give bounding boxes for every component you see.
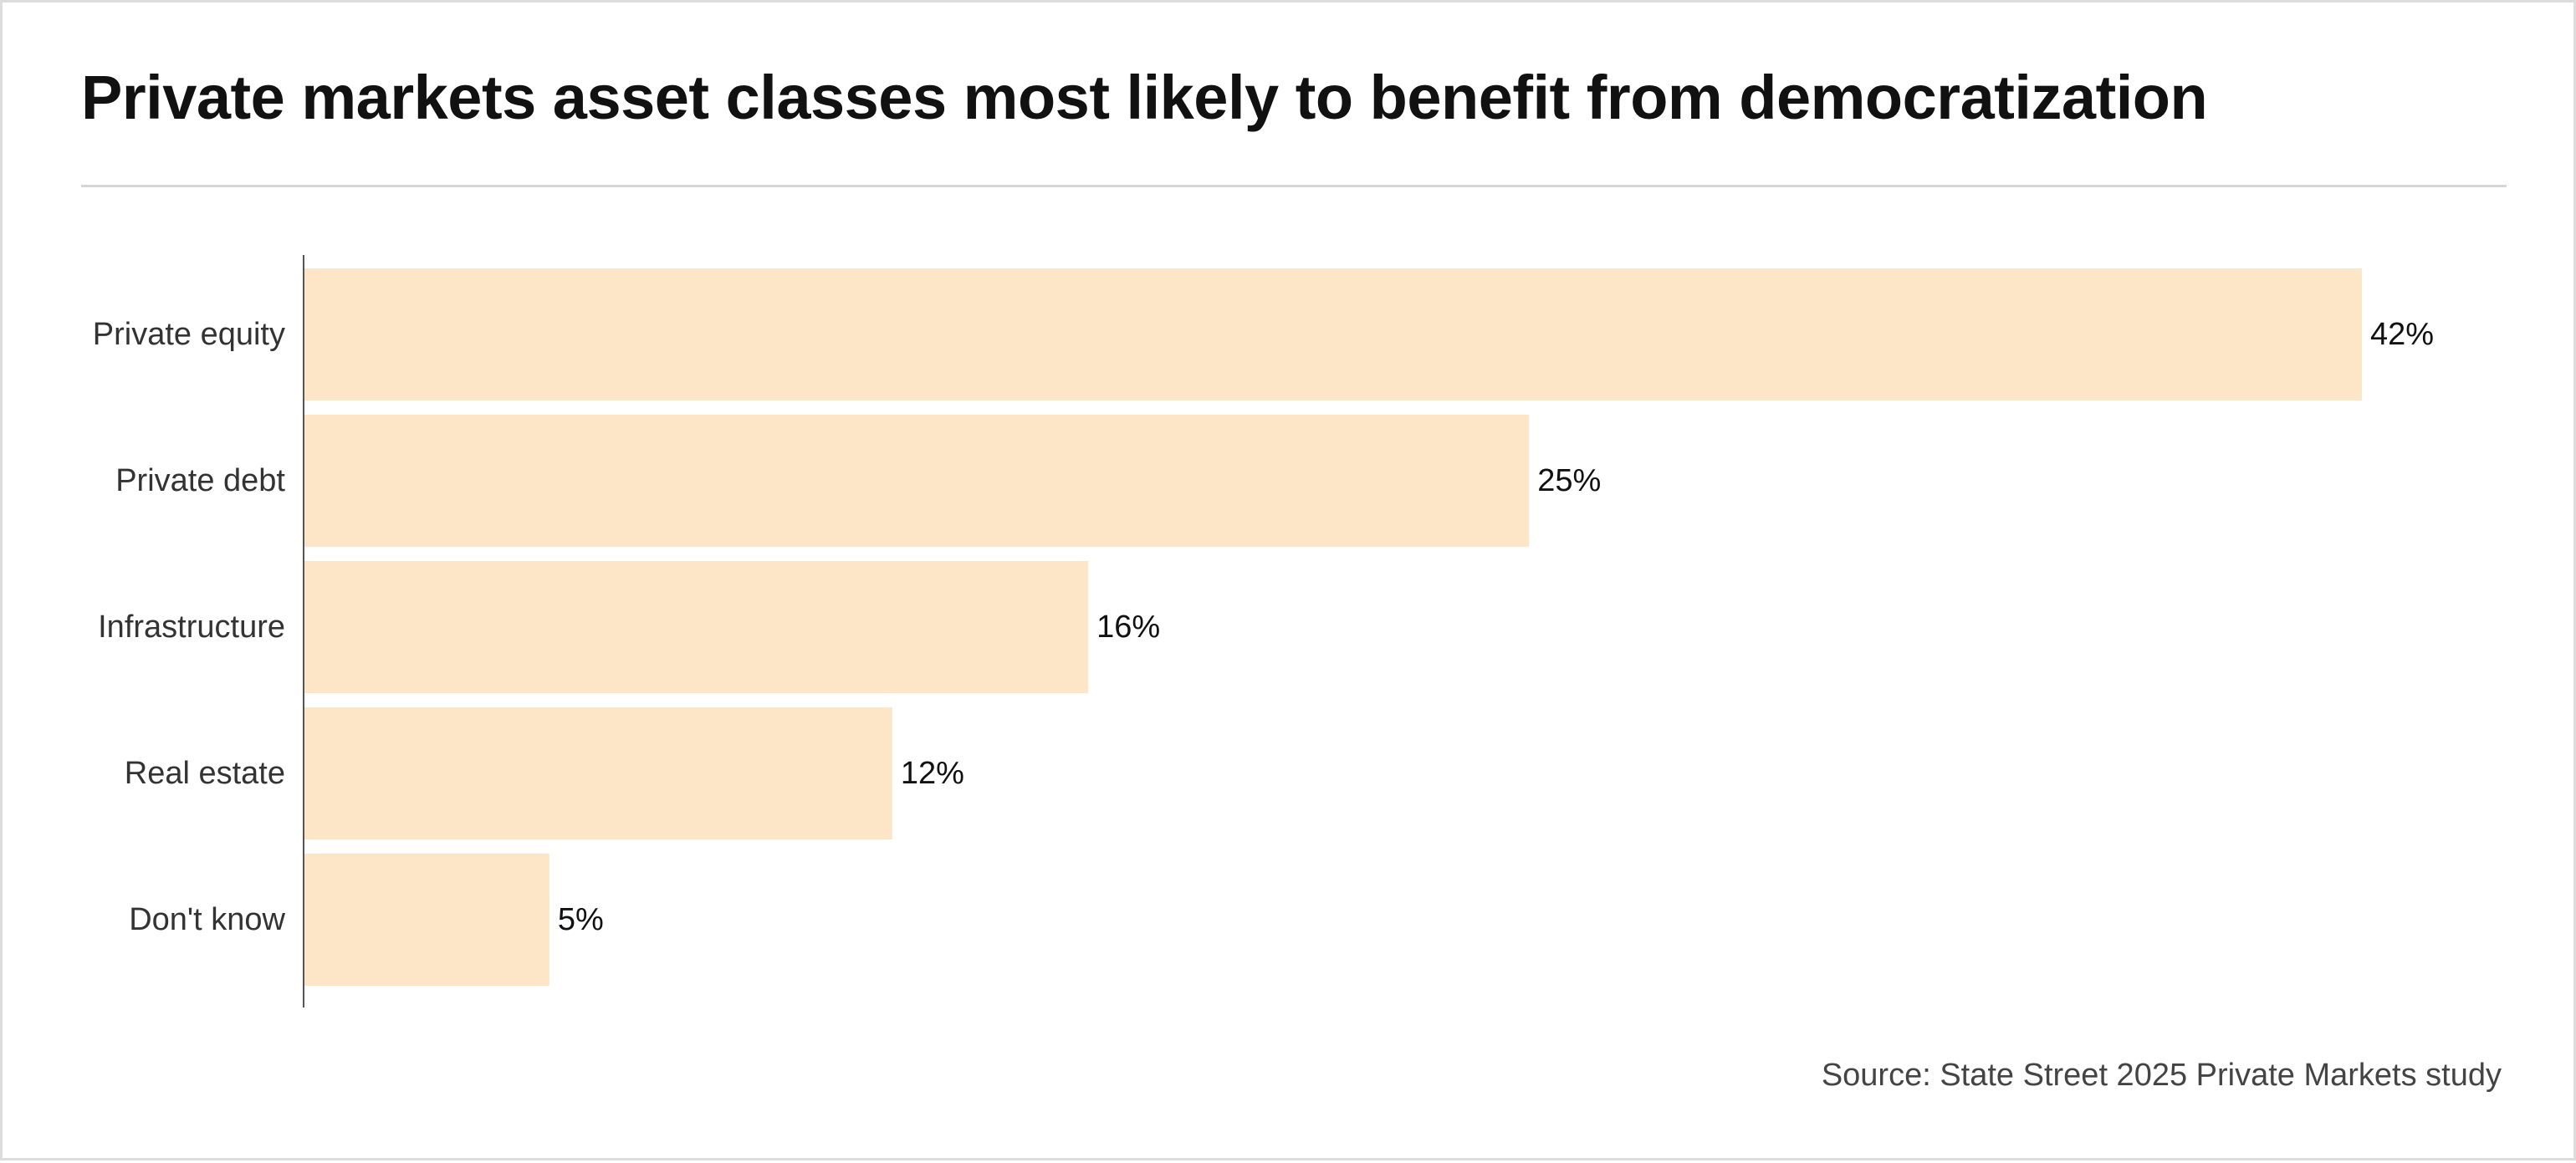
bar-private-debt xyxy=(304,415,1530,547)
value-label-private-equity: 42% xyxy=(2370,317,2434,352)
value-label-don-t-know: 5% xyxy=(558,902,604,937)
category-label-infrastructure: Infrastructure xyxy=(98,610,285,645)
value-label-infrastructure: 16% xyxy=(1096,610,1160,645)
category-label-private-debt: Private debt xyxy=(115,463,285,498)
bars-layer xyxy=(304,268,2362,986)
bar-infrastructure xyxy=(304,561,1089,693)
value-label-real-estate: 12% xyxy=(901,756,964,791)
labels-layer: Private equity 42% Private debt 25% Infrastr… xyxy=(93,317,2434,937)
bar-private-equity xyxy=(304,268,2362,400)
category-label-don-t-know: Don't know xyxy=(129,902,285,937)
bar-real-estate xyxy=(304,707,892,839)
source-note: Source: State Street 2025 Private Market… xyxy=(1821,1058,2502,1093)
chart-title: Private markets asset classes most likel… xyxy=(81,63,2208,132)
bar-chart: Private equity 42% Private debt 25% Infrastr… xyxy=(93,255,2434,1007)
title-divider xyxy=(81,185,2507,187)
bar-don-t-know xyxy=(304,854,549,986)
category-label-real-estate: Real estate xyxy=(125,756,285,791)
value-label-private-debt: 25% xyxy=(1537,463,1601,498)
category-label-private-equity: Private equity xyxy=(93,317,285,352)
